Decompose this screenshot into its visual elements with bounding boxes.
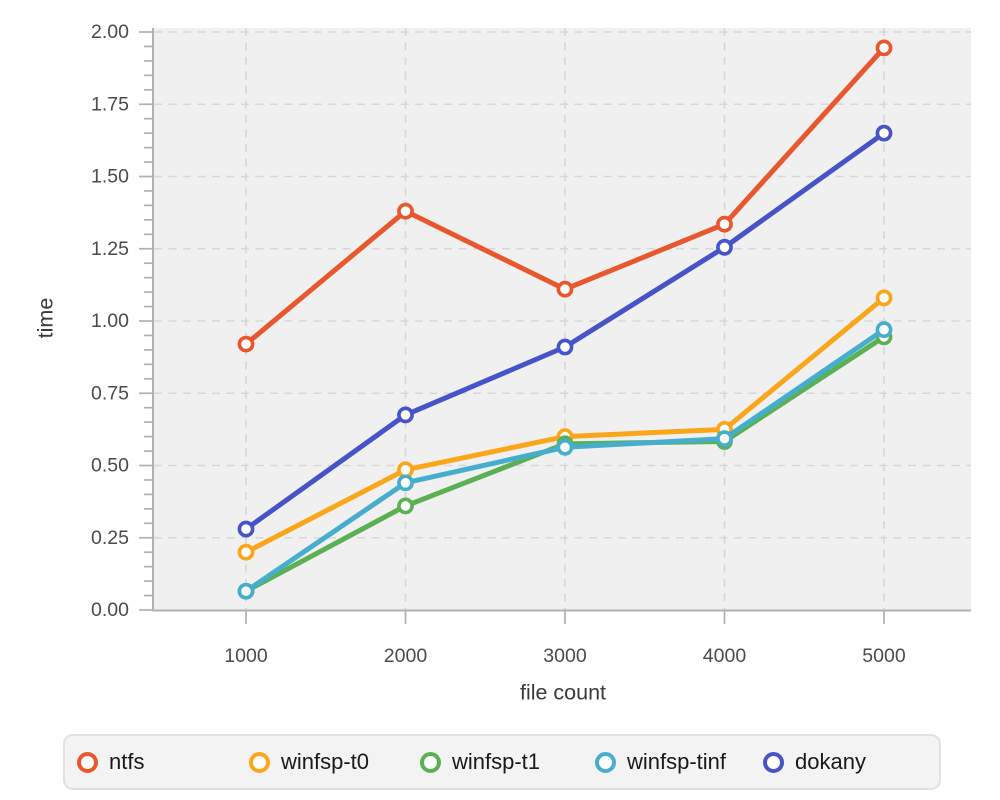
y-axis-title: time bbox=[33, 297, 58, 339]
series-marker-dokany bbox=[397, 406, 414, 424]
series-marker-dokany bbox=[237, 520, 255, 538]
plot-background bbox=[154, 28, 971, 610]
legend-item-ntfs: ntfs bbox=[77, 749, 144, 775]
x-axis-title: file count bbox=[519, 680, 607, 705]
x-tick-label: 1000 bbox=[224, 645, 268, 667]
y-tick-label: 0.50 bbox=[91, 455, 129, 477]
legend-item-winfsp-t1: winfsp-t1 bbox=[420, 749, 540, 775]
legend-circle-icon bbox=[763, 751, 784, 773]
series-marker-ntfs bbox=[716, 215, 733, 233]
legend-circle-icon bbox=[595, 751, 616, 773]
legend-circle-icon bbox=[420, 751, 441, 773]
series-marker-dokany bbox=[875, 124, 893, 142]
legend-label: winfsp-t0 bbox=[281, 749, 370, 774]
series-marker-ntfs bbox=[556, 280, 574, 298]
series-marker-dokany bbox=[716, 238, 733, 256]
legend: ntfs winfsp-t0 winfsp-t1 winfsp-tinf dok… bbox=[63, 734, 941, 790]
series-marker-winfsp-tinf bbox=[237, 582, 255, 600]
legend-label: winfsp-t1 bbox=[452, 749, 541, 774]
series-marker-winfsp-tinf bbox=[875, 321, 893, 339]
x-tick-label: 2000 bbox=[384, 645, 428, 667]
series-marker-ntfs bbox=[237, 335, 255, 353]
legend-circle-icon bbox=[77, 751, 98, 773]
series-marker-winfsp-tinf bbox=[716, 430, 733, 448]
legend-item-dokany: dokany bbox=[763, 749, 866, 775]
y-tick-label: 1.50 bbox=[91, 166, 129, 188]
series-marker-ntfs bbox=[875, 39, 893, 57]
series-marker-winfsp-t0 bbox=[875, 289, 893, 307]
legend-circle-icon bbox=[249, 751, 270, 773]
y-tick-label: 1.25 bbox=[91, 238, 129, 260]
series-marker-ntfs bbox=[397, 202, 414, 220]
y-tick-label: 2.00 bbox=[91, 21, 129, 43]
series-marker-winfsp-t1 bbox=[397, 497, 414, 515]
y-tick-label: 1.75 bbox=[91, 93, 129, 115]
x-tick-label: 3000 bbox=[543, 645, 587, 667]
series-marker-winfsp-tinf bbox=[397, 474, 414, 492]
x-tick-label: 4000 bbox=[703, 645, 747, 667]
legend-label: ntfs bbox=[109, 749, 145, 774]
legend-label: winfsp-tinf bbox=[627, 749, 727, 774]
series-marker-winfsp-t0 bbox=[237, 543, 255, 561]
series-marker-winfsp-tinf bbox=[556, 438, 574, 456]
legend-item-winfsp-tinf: winfsp-tinf bbox=[595, 749, 726, 775]
y-tick-label: 0.75 bbox=[91, 382, 129, 404]
legend-label: dokany bbox=[795, 749, 866, 774]
y-tick-label: 1.00 bbox=[91, 310, 129, 332]
y-tick-label: 0.25 bbox=[91, 527, 129, 549]
legend-item-winfsp-t0: winfsp-t0 bbox=[249, 749, 369, 775]
series-marker-dokany bbox=[556, 338, 574, 356]
y-tick-label: 0.00 bbox=[91, 599, 129, 621]
x-tick-label: 5000 bbox=[862, 645, 906, 667]
